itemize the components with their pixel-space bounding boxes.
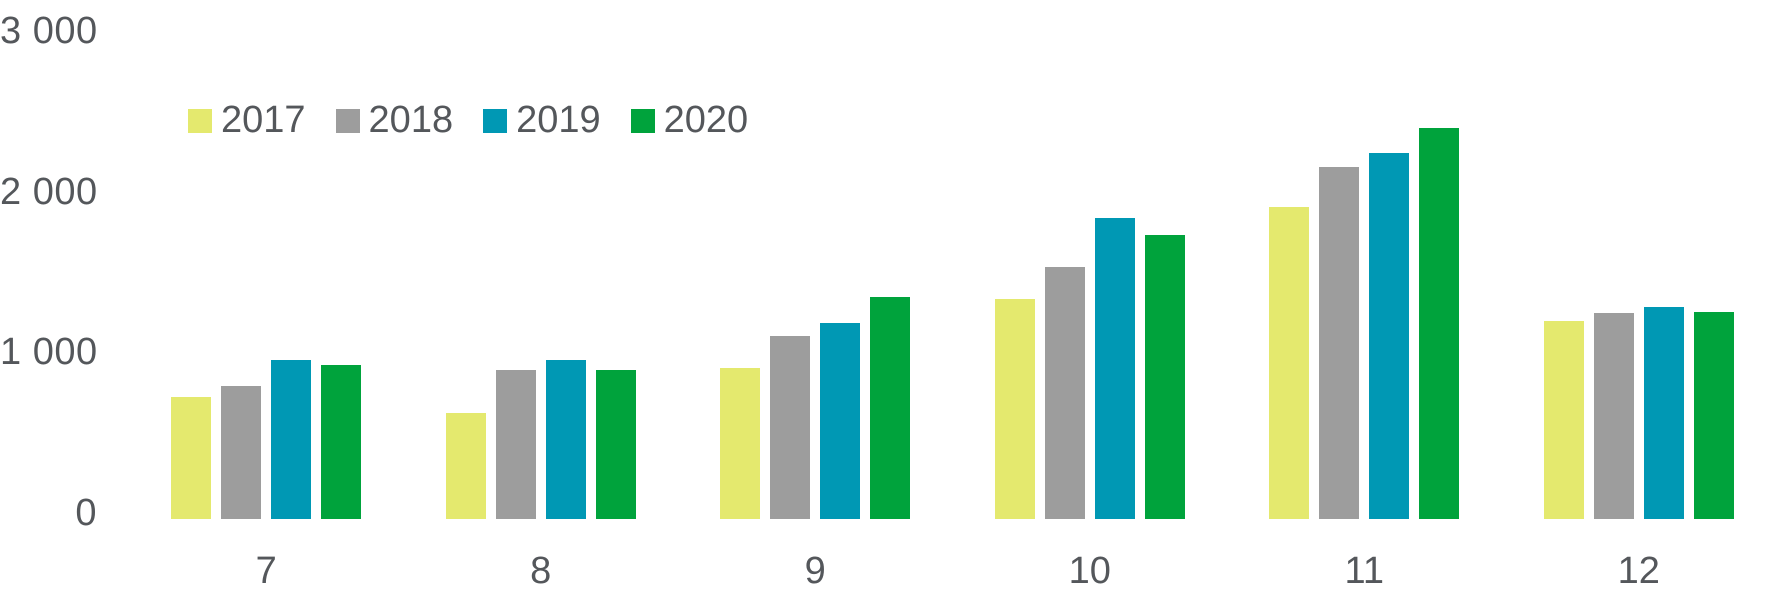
bar-2018-month-8 [495,369,536,519]
bar-2019-month-8 [545,359,586,519]
legend-item-2019: 2019 [483,97,601,143]
legend: 2017 2018 2019 2020 [188,97,748,143]
bar-2017-month-9 [720,367,761,519]
legend-swatch-icon [335,109,360,133]
bar-2020-month-8 [595,369,636,519]
bar-2017-month-12 [1543,321,1584,519]
legend-swatch-icon [188,109,212,133]
bar-2018-month-12 [1593,313,1634,519]
legend-label: 2020 [663,99,749,141]
bar-2018-month-7 [221,385,262,519]
x-tick-label-9: 9 [804,550,826,591]
bar-2019-month-9 [820,322,861,519]
bar-2020-month-9 [870,297,911,519]
legend-item-2017: 2017 [188,97,306,143]
legend-label: 2019 [516,99,601,141]
bar-2020-month-10 [1144,234,1185,519]
x-tick-label-10: 10 [1068,550,1111,591]
bar-2019-month-11 [1369,152,1410,519]
bar-2019-month-7 [271,359,312,519]
legend-label: 2017 [221,99,306,141]
bar-2019-month-10 [1094,218,1135,519]
bar-2018-month-10 [1044,266,1085,519]
x-tick-label-12: 12 [1617,550,1660,591]
legend-item-2018: 2018 [335,97,454,143]
bar-2019-month-12 [1643,306,1684,519]
y-tick-label-1000: 1 000 [0,331,98,374]
legend-item-2020: 2020 [630,97,749,143]
x-tick-label-8: 8 [530,550,552,591]
bar-2017-month-10 [994,298,1035,519]
bar-2017-month-8 [445,412,486,519]
y-tick-label-2000: 2 000 [0,170,98,213]
x-tick-label-7: 7 [255,550,277,591]
bar-2017-month-7 [171,396,212,519]
legend-label: 2018 [368,99,454,141]
bar-2020-month-12 [1693,311,1734,519]
y-tick-label-0: 0 [75,492,97,534]
bar-2020-month-11 [1419,128,1460,519]
legend-swatch-icon [630,109,655,133]
bar-2018-month-9 [770,335,811,519]
y-tick-label-3000: 3 000 [0,9,98,52]
bar-2020-month-7 [321,364,362,519]
bar-2017-month-11 [1269,207,1310,519]
x-tick-label-11: 11 [1344,550,1384,591]
legend-swatch-icon [483,109,508,133]
bar-2018-month-11 [1319,167,1360,519]
